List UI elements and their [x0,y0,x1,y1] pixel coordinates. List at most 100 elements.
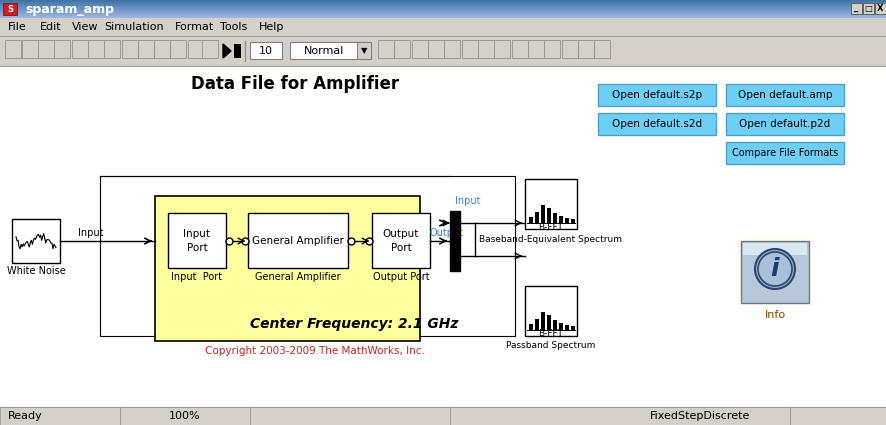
Bar [0,10,886,11]
Bar [449,407,789,425]
Bar [0,6,886,7]
Bar [188,40,204,58]
Text: Edit: Edit [40,22,61,32]
Bar [528,324,532,330]
Bar [250,407,449,425]
Bar [0,14,886,15]
Bar [54,40,70,58]
Bar [377,40,393,58]
Text: □: □ [864,4,872,13]
Text: 100%: 100% [169,411,200,421]
Text: Copyright 2003-2009 The MathWorks, Inc.: Copyright 2003-2009 The MathWorks, Inc. [205,346,424,356]
Bar [138,40,154,58]
Text: Ready: Ready [8,411,43,421]
Bar [411,40,428,58]
Text: Format: Format [175,22,214,32]
Text: Input: Input [183,229,210,238]
Bar [449,211,460,271]
Text: Port: Port [186,243,207,252]
Bar [356,42,370,59]
Bar [742,243,806,255]
Text: ▼: ▼ [361,46,367,55]
Bar [0,66,886,407]
Bar [547,208,550,223]
Bar [104,40,120,58]
Bar [597,113,715,135]
Bar [167,213,226,268]
Bar [202,40,218,58]
Text: Baseband-Equivalent Spectrum: Baseband-Equivalent Spectrum [479,235,622,244]
Bar [3,3,17,15]
Bar [462,40,478,58]
Text: Output Port: Output Port [372,272,429,282]
Bar [0,1,886,2]
Text: FixedStepDiscrete: FixedStepDiscrete [649,411,750,421]
Bar [0,16,886,17]
Bar [290,42,364,59]
Text: Input: Input [455,196,480,206]
Text: sparam_amp: sparam_amp [25,3,114,15]
Text: General Amplifier: General Amplifier [255,272,340,282]
Text: Output: Output [383,229,419,238]
Text: B-FFT: B-FFT [538,223,563,232]
Text: Info: Info [764,310,785,320]
Bar [789,407,886,425]
Bar [0,18,886,36]
Bar [578,40,594,58]
Bar [494,40,509,58]
Bar [511,40,527,58]
Bar [534,212,539,223]
Bar [571,219,574,223]
Bar [0,7,886,8]
Bar [0,8,886,9]
Bar [0,36,886,66]
Bar [234,44,241,58]
Text: Data File for Amplifier: Data File for Amplifier [190,75,399,93]
Bar [740,241,808,303]
Text: X: X [876,4,882,13]
Bar [0,15,886,16]
Bar [0,4,886,5]
Bar [371,213,430,268]
Bar [0,17,886,18]
Text: i: i [770,257,779,281]
Text: Open default.p2d: Open default.p2d [739,119,829,129]
Bar [428,40,444,58]
Bar [540,205,544,223]
Bar [0,407,120,425]
Circle shape [754,249,794,289]
Bar [154,40,170,58]
Bar [170,40,186,58]
Bar [547,315,550,330]
Bar [850,3,861,14]
Bar [558,323,563,330]
Bar [250,42,282,59]
Bar [0,12,886,13]
Bar [0,407,886,425]
Circle shape [758,252,791,286]
Bar [564,218,568,223]
Text: S: S [7,5,13,14]
Bar [122,40,138,58]
Bar [725,84,843,106]
Text: General Amplifier: General Amplifier [252,235,344,246]
Bar [444,40,460,58]
Text: Input  Port: Input Port [171,272,222,282]
Bar [737,238,811,306]
Text: File: File [8,22,27,32]
Bar [0,5,886,6]
Bar [725,142,843,164]
Text: Open default.s2d: Open default.s2d [611,119,702,129]
Bar [12,219,60,263]
Text: Input: Input [78,228,104,238]
Text: View: View [72,22,98,32]
Bar [5,40,21,58]
Text: Open default.s2p: Open default.s2p [611,90,702,100]
Bar [552,213,556,223]
Bar [100,176,515,336]
Text: Compare File Formats: Compare File Formats [731,148,837,158]
Bar [0,2,886,3]
Bar [543,40,559,58]
Text: 10: 10 [259,45,273,56]
Bar [0,11,886,12]
